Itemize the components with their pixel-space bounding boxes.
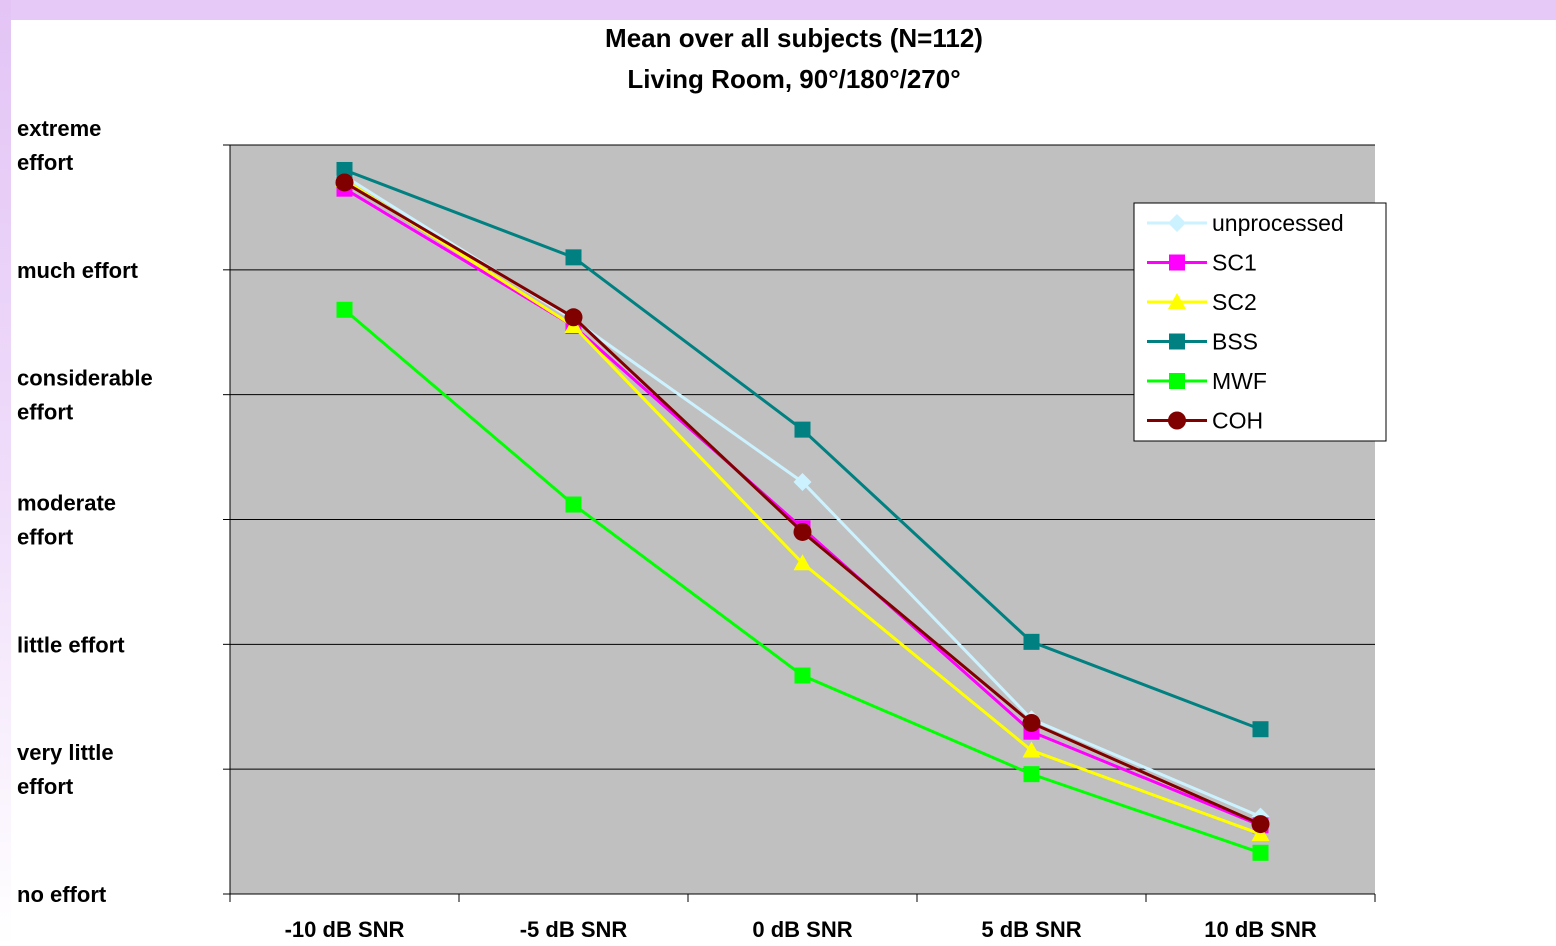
legend-item: SC1	[1147, 250, 1257, 276]
legend-swatch-marker	[1169, 333, 1185, 350]
legend-swatch-marker	[1168, 214, 1186, 232]
legend-label: MWF	[1212, 368, 1267, 394]
data-point	[336, 301, 353, 318]
x-tick-label: -10 dB SNR	[285, 917, 405, 942]
data-point	[1252, 844, 1269, 861]
legend-label: BSS	[1212, 329, 1258, 355]
chart-title-line2: Living Room, 90°/180°/270°	[627, 64, 960, 94]
data-point	[1023, 766, 1040, 783]
data-point	[565, 249, 582, 266]
y-tick-label: effort	[17, 150, 74, 175]
x-tick-label: 5 dB SNR	[981, 917, 1081, 942]
y-tick-label: moderate	[17, 491, 116, 516]
series-mwf	[336, 301, 1269, 861]
legend-swatch-marker	[1169, 254, 1185, 271]
data-point	[793, 522, 812, 541]
y-tick-label: little effort	[17, 632, 125, 657]
y-tick-label: extreme	[17, 116, 101, 141]
y-tick-label: effort	[17, 400, 74, 425]
data-point	[336, 161, 353, 178]
legend-item: MWF	[1147, 368, 1267, 394]
x-tick-label: 10 dB SNR	[1204, 917, 1317, 942]
data-point	[1022, 713, 1041, 732]
data-point	[564, 308, 583, 327]
series-coh	[335, 173, 1270, 834]
data-point	[1022, 741, 1041, 758]
data-point	[1251, 815, 1270, 834]
data-point	[794, 667, 811, 684]
left-accent-bar	[0, 0, 11, 946]
data-point	[335, 173, 354, 192]
top-accent-bar	[0, 0, 1556, 20]
legend-item: unprocessed	[1147, 210, 1344, 236]
y-tick-label: effort	[17, 525, 74, 550]
data-point	[1023, 633, 1040, 650]
data-point	[794, 421, 811, 438]
legend-swatch-marker	[1168, 293, 1186, 309]
data-point	[565, 496, 582, 513]
data-point	[793, 554, 812, 571]
y-tick-label: no effort	[17, 882, 107, 907]
y-tick-label: effort	[17, 774, 74, 799]
y-tick-label: very little	[17, 740, 114, 765]
legend-label: SC2	[1212, 289, 1257, 315]
data-point	[793, 473, 812, 492]
chart-title-line1: Mean over all subjects (N=112)	[605, 23, 983, 53]
legend-swatch-marker	[1168, 411, 1186, 430]
y-tick-label: much effort	[17, 258, 139, 283]
x-tick-label: 0 dB SNR	[752, 917, 852, 942]
y-tick-label: considerable	[17, 366, 153, 391]
legend-item: BSS	[1147, 329, 1258, 355]
legend-item: COH	[1147, 408, 1263, 434]
data-point	[1252, 721, 1269, 738]
legend-box	[1133, 202, 1387, 442]
x-tick-label: -5 dB SNR	[520, 917, 628, 942]
legend-label: COH	[1212, 408, 1263, 434]
legend-item: SC2	[1147, 289, 1257, 315]
legend-label: SC1	[1212, 250, 1257, 276]
series-bss	[336, 161, 1269, 738]
legend-label: unprocessed	[1212, 210, 1344, 236]
legend-swatch-marker	[1169, 373, 1185, 389]
